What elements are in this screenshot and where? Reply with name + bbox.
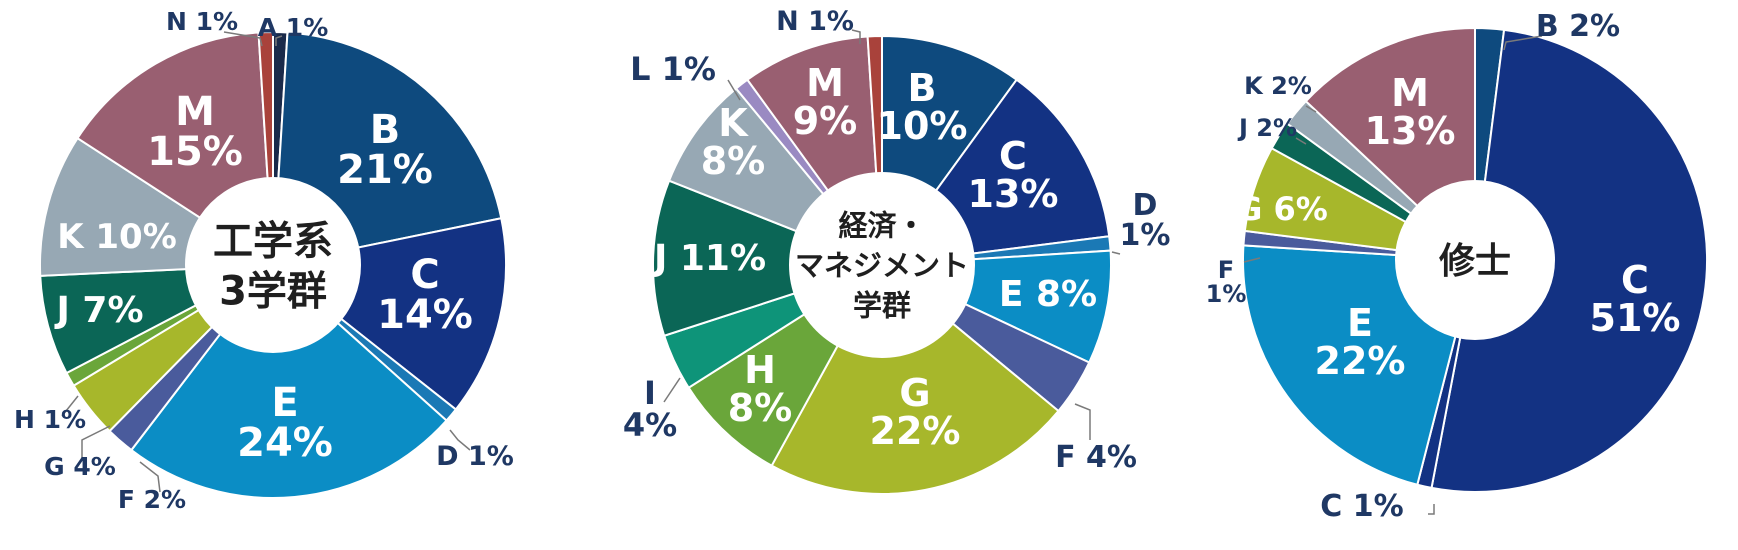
slice-label: B 10% xyxy=(877,66,968,148)
donut-hole xyxy=(185,177,361,353)
center-label: 経済・ xyxy=(838,208,925,242)
leader-line xyxy=(1428,504,1435,515)
slice-label: K 2% xyxy=(1244,72,1312,100)
center-label: 3学群 xyxy=(219,268,327,314)
slice-label: G 6% xyxy=(1236,190,1328,228)
slice-label: H 1% xyxy=(14,405,86,434)
leader-line xyxy=(1111,251,1121,255)
pie-slice-e xyxy=(129,263,448,499)
slice-label: J 11% xyxy=(651,238,766,279)
donut-hole xyxy=(789,172,975,358)
slice-label: G 4% xyxy=(44,452,116,481)
leader-line xyxy=(61,395,79,417)
slice-label: C 1% xyxy=(1320,489,1403,524)
slice-label: N 1% xyxy=(166,7,238,36)
leader-line xyxy=(1074,403,1091,440)
center-label: 修士 xyxy=(1439,241,1511,282)
slice-label: K 8% xyxy=(701,101,766,183)
slice-label: B 21% xyxy=(337,107,433,193)
center-label: 学群 xyxy=(853,288,911,322)
center-label: マネジメント xyxy=(795,248,969,282)
slice-label: D 1% xyxy=(436,441,514,472)
slice-label: C 51% xyxy=(1590,258,1681,340)
slice-label: F 4% xyxy=(1055,440,1137,475)
slice-label: M 13% xyxy=(1365,71,1456,153)
slice-label: E 8% xyxy=(999,274,1097,315)
leader-line xyxy=(1243,257,1261,263)
leader-line xyxy=(275,35,283,46)
leader-line xyxy=(1503,35,1543,51)
slice-label: F 1% xyxy=(1206,256,1247,308)
pie-chart-3: B 2% C 51% C 1% E 22% F 1% G 6% J 2% K 2% M 13% 修士 xyxy=(1206,9,1708,524)
slice-label: H 8% xyxy=(728,348,793,430)
slice-label: L 1% xyxy=(630,50,716,88)
leader-line xyxy=(81,425,111,458)
slice-label: J 7% xyxy=(53,290,143,331)
leader-line xyxy=(851,29,861,44)
slice-label: C 14% xyxy=(377,252,473,338)
slice-label: M 9% xyxy=(793,61,858,143)
slice-label: G 22% xyxy=(870,371,961,453)
leader-line xyxy=(1295,137,1307,145)
slice-label: K 10% xyxy=(57,217,177,257)
pie-chart-1: A 1% B 21% C 14% D 1% E 24% F 2%G 4% H 1% J 7% K 10… xyxy=(14,7,514,514)
leader-line xyxy=(223,31,263,47)
leader-line xyxy=(1305,105,1317,113)
donut-hole xyxy=(1395,180,1555,340)
pie-slice-j xyxy=(652,179,885,338)
leader-line xyxy=(449,429,471,451)
pie-slice-c xyxy=(1430,28,1708,493)
slice-label: E 24% xyxy=(237,380,333,466)
leader-line xyxy=(139,461,161,493)
center-label: 工学系 xyxy=(213,218,333,264)
slice-label: C 13% xyxy=(968,134,1059,216)
slice-label: E 22% xyxy=(1315,301,1406,383)
leader-line xyxy=(663,377,681,403)
slice-label: D 1% xyxy=(1120,188,1171,253)
leader-line xyxy=(727,79,741,101)
slice-label: M 15% xyxy=(147,89,243,175)
pie-slice-g xyxy=(770,263,1060,495)
slice-label: F 2% xyxy=(118,485,186,514)
slice-label: I 4% xyxy=(623,374,677,444)
slice-label: B 2% xyxy=(1536,9,1620,44)
slice-label: N 1% xyxy=(776,6,854,37)
slice-label: A 1% xyxy=(258,13,329,42)
pie-chart-2: B 10%C 13% D 1% E 8% F 4% G 22% H 8% I 4% J 11% K 8% L 1… xyxy=(623,6,1171,495)
slice-label: J 2% xyxy=(1237,114,1297,142)
